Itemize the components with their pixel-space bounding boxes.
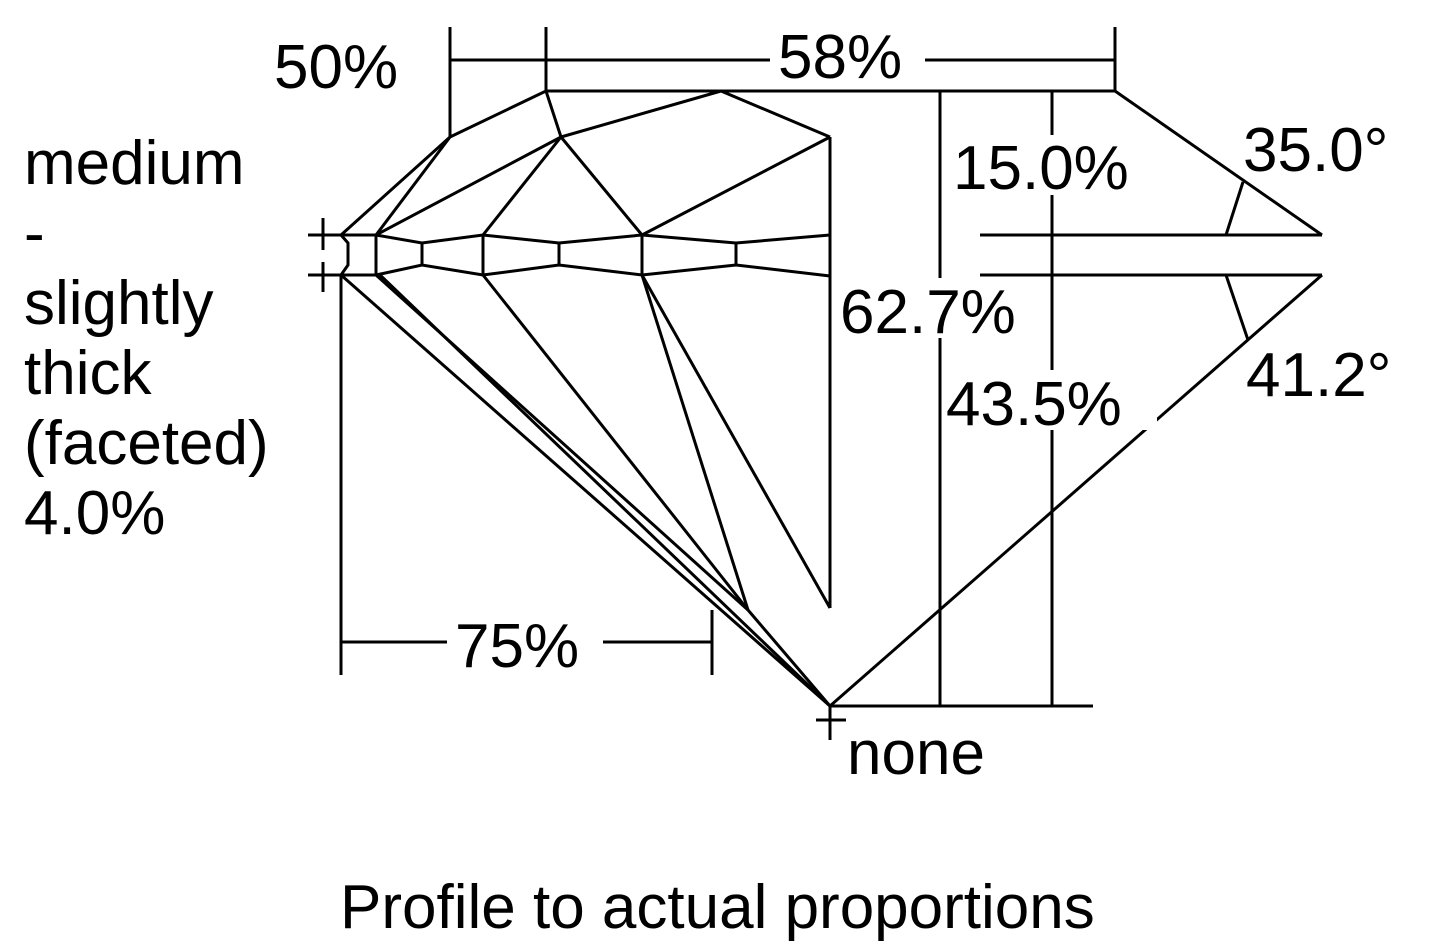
girdle-label-line: medium	[24, 129, 245, 198]
pavilion-facets	[340, 273, 832, 708]
crown-facets	[339, 89, 1115, 237]
caption: Profile to actual proportions	[340, 873, 1095, 942]
girdle	[339, 233, 832, 278]
girdle-label: medium - slightly thick (faceted) 4.0%	[24, 129, 269, 548]
lower-half-label: 75%	[455, 612, 579, 681]
profile-outline	[829, 89, 1323, 708]
pavilion-depth-label: 43.5%	[946, 370, 1122, 439]
girdle-label-line: 4.0%	[24, 479, 165, 548]
girdle-label-line: -	[24, 199, 45, 268]
table-percent-label: 58%	[778, 23, 902, 92]
girdle-label-line: slightly	[24, 269, 214, 338]
culet-label: none	[847, 719, 985, 788]
crown-angle-arc	[1224, 181, 1245, 236]
girdle-label-line: thick	[24, 339, 152, 408]
pavilion-angle-arc	[1224, 274, 1250, 341]
labels: 58% 50% 15.0% 35.0° 62.7% 43.5% 41.2° 75…	[24, 23, 1391, 942]
pavilion-angle-label: 41.2°	[1246, 341, 1391, 410]
girdle-label-line: (faceted)	[24, 409, 269, 478]
crown-height-label: 15.0%	[953, 134, 1129, 203]
crown-angle-label: 35.0°	[1243, 116, 1388, 185]
total-depth-label: 62.7%	[840, 278, 1016, 347]
star-percent-label: 50%	[274, 33, 398, 102]
